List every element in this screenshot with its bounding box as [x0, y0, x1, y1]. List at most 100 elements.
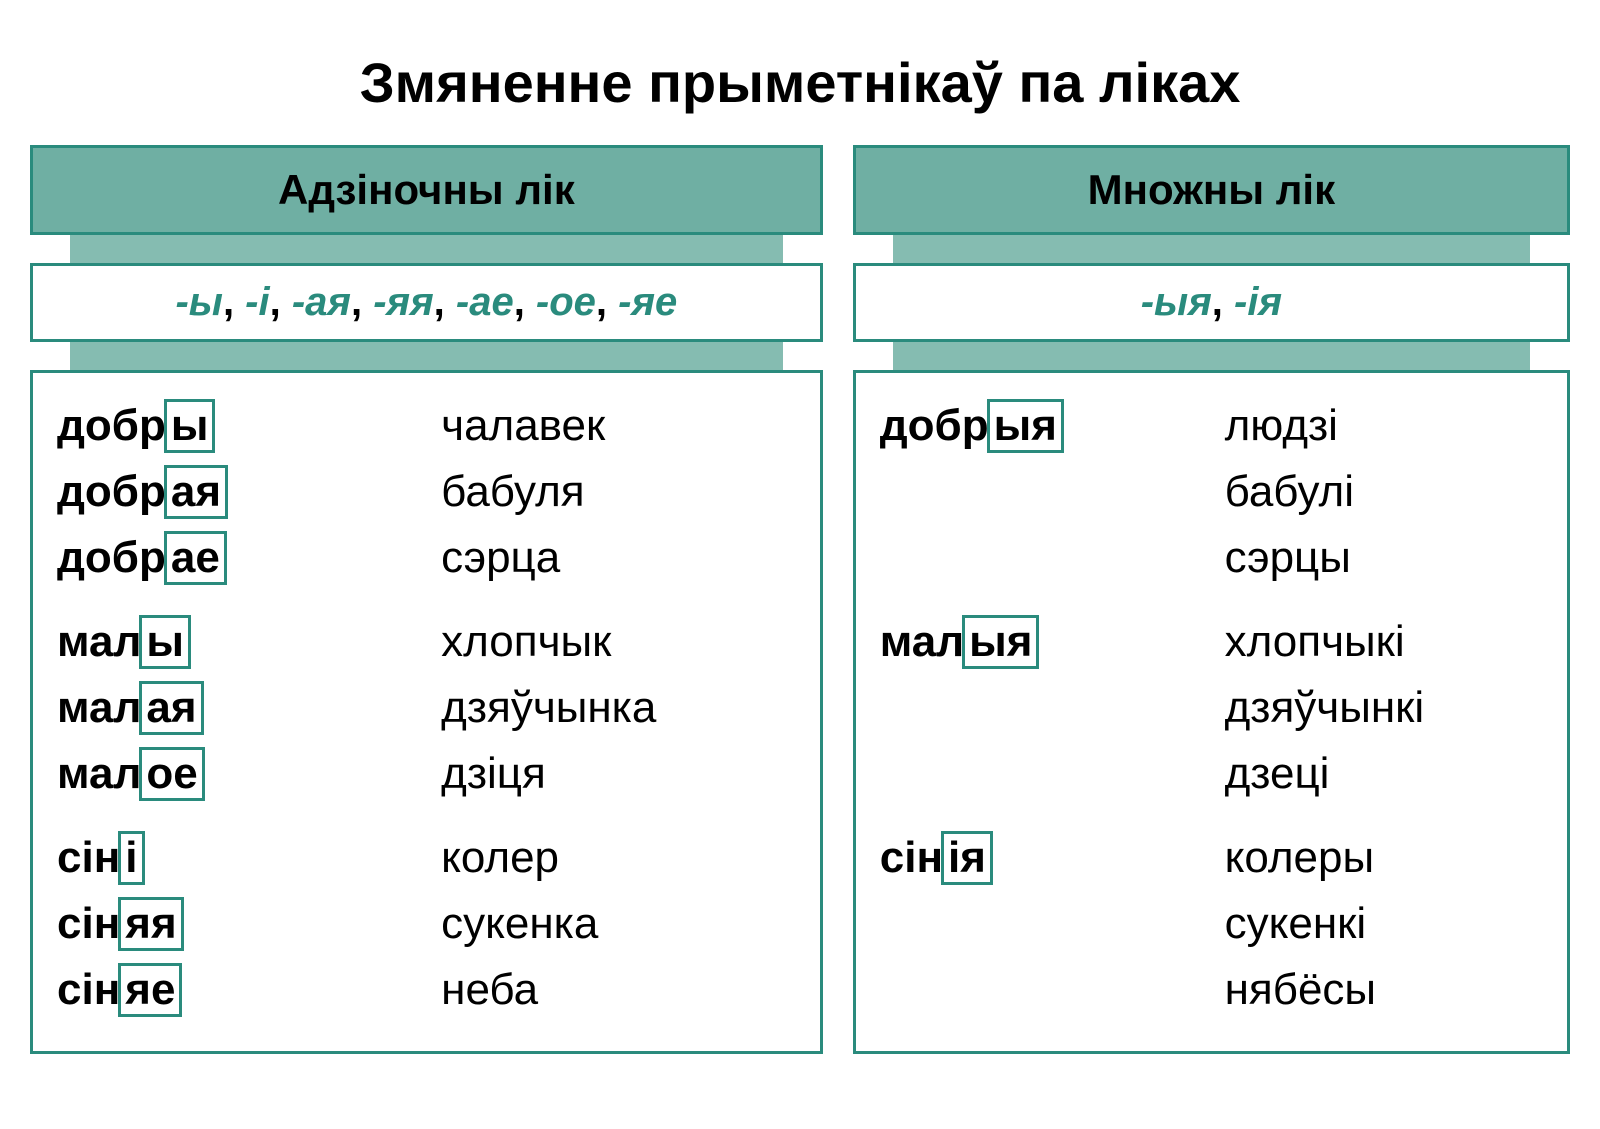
noun-cell: сэрца	[441, 525, 796, 591]
adjective-cell: сіняе	[57, 957, 441, 1023]
example-row: малыхлопчык	[57, 609, 796, 675]
word-stem: сін	[57, 965, 120, 1014]
suffix-separator: ,	[434, 280, 456, 324]
word-stem: сін	[57, 899, 120, 948]
word-stem: сін	[880, 833, 943, 882]
suffix-separator: ,	[1212, 280, 1234, 324]
word-ending: і	[118, 831, 144, 885]
example-group: малыхлопчыкмалаядзяўчынкамалоедзіця	[57, 609, 796, 807]
example-row: добрычалавек	[57, 393, 796, 459]
spacer-bar-right-1	[893, 235, 1530, 263]
header-plural: Множны лік	[853, 145, 1570, 235]
suffix-separator: ,	[223, 280, 245, 324]
adjective-cell: добрыя	[880, 393, 1225, 459]
noun-cell: хлопчыкі	[1225, 609, 1543, 675]
suffix-item: -ыя	[1141, 280, 1212, 324]
noun-cell: сукенкі	[1225, 891, 1543, 957]
noun-cell: нябёсы	[1225, 957, 1543, 1023]
example-row: малыяхлопчыкі	[880, 609, 1543, 675]
word-stem: добр	[880, 401, 989, 450]
adjective-cell: малы	[57, 609, 441, 675]
example-row: дзяўчынкі	[880, 675, 1543, 741]
example-row: добрае сэрца	[57, 525, 796, 591]
suffix-separator: ,	[270, 280, 292, 324]
columns-container: Адзіночны лік -ы, -і, -ая, -яя, -ае, -ое…	[20, 145, 1580, 1054]
column-plural: Множны лік -ыя, -ія добрыялюдзі бабулі с…	[853, 145, 1570, 1054]
adjective-cell: добрая	[57, 459, 441, 525]
word-ending: ыя	[962, 615, 1039, 669]
suffix-separator: ,	[351, 280, 373, 324]
word-ending: ы	[164, 399, 216, 453]
spacer-bar-left-2	[70, 342, 783, 370]
example-row: сініяколеры	[880, 825, 1543, 891]
suffix-box-singular: -ы, -і, -ая, -яя, -ае, -ое, -яе	[30, 263, 823, 342]
word-ending: яе	[118, 963, 182, 1017]
adjective-cell: сіні	[57, 825, 441, 891]
examples-plural: добрыялюдзі бабулі сэрцымалыяхлопчыкі дз…	[853, 370, 1570, 1054]
example-row: сіняенеба	[57, 957, 796, 1023]
example-row: сініколер	[57, 825, 796, 891]
adjective-cell: малая	[57, 675, 441, 741]
noun-cell: хлопчык	[441, 609, 796, 675]
suffix-item: -ы	[175, 280, 222, 324]
word-stem: добр	[57, 401, 166, 450]
word-ending: ы	[139, 615, 191, 669]
adjective-cell	[880, 525, 1225, 591]
suffix-item: -ае	[456, 280, 514, 324]
adjective-cell	[880, 957, 1225, 1023]
example-row: дзеці	[880, 741, 1543, 807]
suffix-item: -яя	[373, 280, 433, 324]
column-singular: Адзіночны лік -ы, -і, -ая, -яя, -ае, -ое…	[30, 145, 823, 1054]
example-row: малаядзяўчынка	[57, 675, 796, 741]
noun-cell: бабулі	[1225, 459, 1543, 525]
example-group: малыяхлопчыкі дзяўчынкі дзеці	[880, 609, 1543, 807]
adjective-cell	[880, 741, 1225, 807]
suffix-box-plural: -ыя, -ія	[853, 263, 1570, 342]
noun-cell: бабуля	[441, 459, 796, 525]
example-row: малоедзіця	[57, 741, 796, 807]
suffix-item: -яе	[618, 280, 677, 324]
noun-cell: дзіця	[441, 741, 796, 807]
example-row: добраябабуля	[57, 459, 796, 525]
word-stem: мал	[880, 617, 964, 666]
word-ending: ае	[164, 531, 227, 585]
adjective-cell: сінія	[880, 825, 1225, 891]
adjective-cell: сіняя	[57, 891, 441, 957]
header-singular: Адзіночны лік	[30, 145, 823, 235]
adjective-cell: малыя	[880, 609, 1225, 675]
word-stem: мал	[57, 683, 141, 732]
word-stem: сін	[57, 833, 120, 882]
noun-cell: неба	[441, 957, 796, 1023]
suffix-separator: ,	[596, 280, 618, 324]
noun-cell: дзяўчынкі	[1225, 675, 1543, 741]
word-stem: добр	[57, 467, 166, 516]
suffix-item: -ія	[1234, 280, 1282, 324]
examples-singular: добрычалавекдобраябабулядобраесэрцамалых…	[30, 370, 823, 1054]
example-row: нябёсы	[880, 957, 1543, 1023]
spacer-bar-left-1	[70, 235, 783, 263]
noun-cell: дзеці	[1225, 741, 1543, 807]
word-ending: ая	[139, 681, 203, 735]
word-stem: добр	[57, 533, 166, 582]
word-ending: ая	[164, 465, 228, 519]
example-row: сукенкі	[880, 891, 1543, 957]
word-stem: мал	[57, 617, 141, 666]
example-group: добрыялюдзі бабулі сэрцы	[880, 393, 1543, 591]
word-ending: ое	[139, 747, 204, 801]
adjective-cell	[880, 675, 1225, 741]
suffix-separator: ,	[514, 280, 536, 324]
suffix-item: -ое	[536, 280, 596, 324]
word-ending: ыя	[987, 399, 1064, 453]
example-group: добрычалавекдобраябабулядобраесэрца	[57, 393, 796, 591]
example-row: сіняясукенка	[57, 891, 796, 957]
adjective-cell: малое	[57, 741, 441, 807]
noun-cell: людзі	[1225, 393, 1543, 459]
page-title: Змяненне прыметнікаў па ліках	[20, 50, 1580, 115]
spacer-bar-right-2	[893, 342, 1530, 370]
example-row: сэрцы	[880, 525, 1543, 591]
noun-cell: чалавек	[441, 393, 796, 459]
word-ending: ія	[941, 831, 993, 885]
noun-cell: колеры	[1225, 825, 1543, 891]
noun-cell: колер	[441, 825, 796, 891]
adjective-cell: добры	[57, 393, 441, 459]
